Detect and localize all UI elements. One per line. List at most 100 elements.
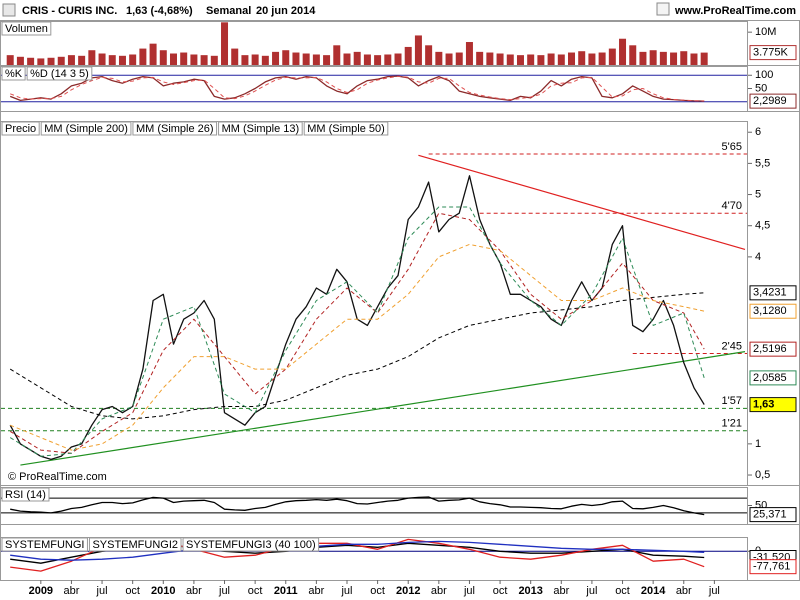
last-value-label: 2,0585 xyxy=(753,372,787,384)
series-line xyxy=(9,292,705,420)
x-tick-label: 2013 xyxy=(518,585,542,597)
y-tick-label: 50 xyxy=(755,82,767,94)
x-tick-label: oct xyxy=(125,585,140,597)
volume-bar xyxy=(231,48,239,65)
volume-bar xyxy=(343,53,351,65)
volume-bar xyxy=(588,53,596,65)
legend-box xyxy=(1,537,88,552)
legend-box xyxy=(182,537,320,552)
legend-box xyxy=(218,121,303,136)
volume-bar xyxy=(394,53,402,65)
trend-line xyxy=(418,154,746,250)
y-tick-label: 10M xyxy=(755,26,776,38)
legend-box xyxy=(88,537,182,552)
x-tick-label: 2010 xyxy=(151,585,175,597)
legend-entry: RSI (14) xyxy=(5,489,46,501)
volume-bar xyxy=(78,55,86,65)
x-tick-label: jul xyxy=(585,585,597,597)
volume-bar xyxy=(578,51,586,65)
legend-box xyxy=(1,66,26,81)
series-line xyxy=(10,496,705,516)
panel-frame xyxy=(0,121,748,486)
volume-bar xyxy=(527,54,535,65)
volume-bar xyxy=(159,50,167,65)
legend-box xyxy=(303,121,389,136)
last-value-box xyxy=(749,370,797,386)
last-value-label: 2,5196 xyxy=(753,343,787,355)
x-tick-label: oct xyxy=(615,585,630,597)
volume-bar xyxy=(261,55,269,65)
volume-bar xyxy=(210,55,218,65)
last-value-label: 1,63 xyxy=(753,399,774,411)
volume-bar xyxy=(251,54,259,65)
volume-bar xyxy=(200,55,208,65)
volume-bar xyxy=(282,50,290,65)
volume-bar xyxy=(598,52,606,65)
last-value-box xyxy=(749,45,797,61)
volume-bar xyxy=(6,55,14,65)
last-value-label: 3.775K xyxy=(753,47,789,59)
legend-box xyxy=(40,121,132,136)
menu-icon[interactable] xyxy=(2,3,16,17)
volume-bar xyxy=(108,55,116,65)
volume-bar xyxy=(425,45,433,65)
volume-bar xyxy=(680,51,688,65)
legend-entry: MM (Simple 50) xyxy=(307,123,385,135)
x-tick-label: jul xyxy=(340,585,352,597)
volume-bar xyxy=(57,56,65,65)
y-tick-label: 4 xyxy=(755,251,761,263)
last-value-label: 3,1280 xyxy=(753,305,787,317)
volume-bar xyxy=(547,53,555,65)
x-tick-label: abr xyxy=(553,585,569,597)
volume-bar xyxy=(649,50,657,65)
last-value-box xyxy=(749,303,797,319)
tool-icon[interactable] xyxy=(656,2,670,16)
level-label: 5'65 xyxy=(722,141,742,153)
volume-bar xyxy=(272,51,280,65)
legend-entry: Precio xyxy=(5,123,36,135)
last-value-box xyxy=(749,507,797,523)
legend-entry: SYSTEMFUNGI3 (40 100) xyxy=(186,539,316,551)
volume-bar xyxy=(659,51,667,65)
panel-frame xyxy=(0,487,748,525)
volume-bar xyxy=(88,50,96,65)
volume-bar xyxy=(16,56,24,65)
legend-entry: MM (Simple 13) xyxy=(222,123,300,135)
volume-bar xyxy=(465,42,473,65)
last-value-label: 3,4231 xyxy=(753,287,787,299)
x-tick-label: abr xyxy=(431,585,447,597)
volume-bar xyxy=(129,54,137,65)
panel-plot xyxy=(1,74,747,103)
y-tick-label: 6 xyxy=(755,126,761,138)
quote: 1,63 (-4,68%) xyxy=(126,5,193,17)
volume-bar xyxy=(190,54,198,65)
x-tick-label: jul xyxy=(463,585,475,597)
panel-plot xyxy=(6,22,708,65)
x-tick-label: jul xyxy=(218,585,230,597)
volume-bar xyxy=(221,22,229,65)
volume-bar xyxy=(445,53,453,65)
x-tick-label: oct xyxy=(493,585,508,597)
volume-bar xyxy=(323,55,331,65)
level-label: 2'45 xyxy=(722,340,742,352)
volume-bar xyxy=(139,48,147,65)
volume-bar xyxy=(537,55,545,65)
volume-bar xyxy=(608,48,616,65)
level-label: 4'70 xyxy=(722,200,742,212)
series-line xyxy=(10,75,705,102)
volume-bar xyxy=(312,54,320,65)
legend-entry: MM (Simple 200) xyxy=(44,123,128,135)
legend-entry: %D (14 3 5) xyxy=(30,68,89,80)
legend-box xyxy=(1,487,50,502)
y-tick-label: 5,5 xyxy=(755,157,770,169)
series-line xyxy=(9,212,705,454)
volume-bar xyxy=(619,38,627,65)
x-tick-label: oct xyxy=(370,585,385,597)
panel-frame xyxy=(0,66,748,112)
volume-bar xyxy=(496,53,504,65)
volume-bar xyxy=(241,55,249,65)
last-value-box xyxy=(749,93,797,109)
volume-bar xyxy=(333,45,341,65)
